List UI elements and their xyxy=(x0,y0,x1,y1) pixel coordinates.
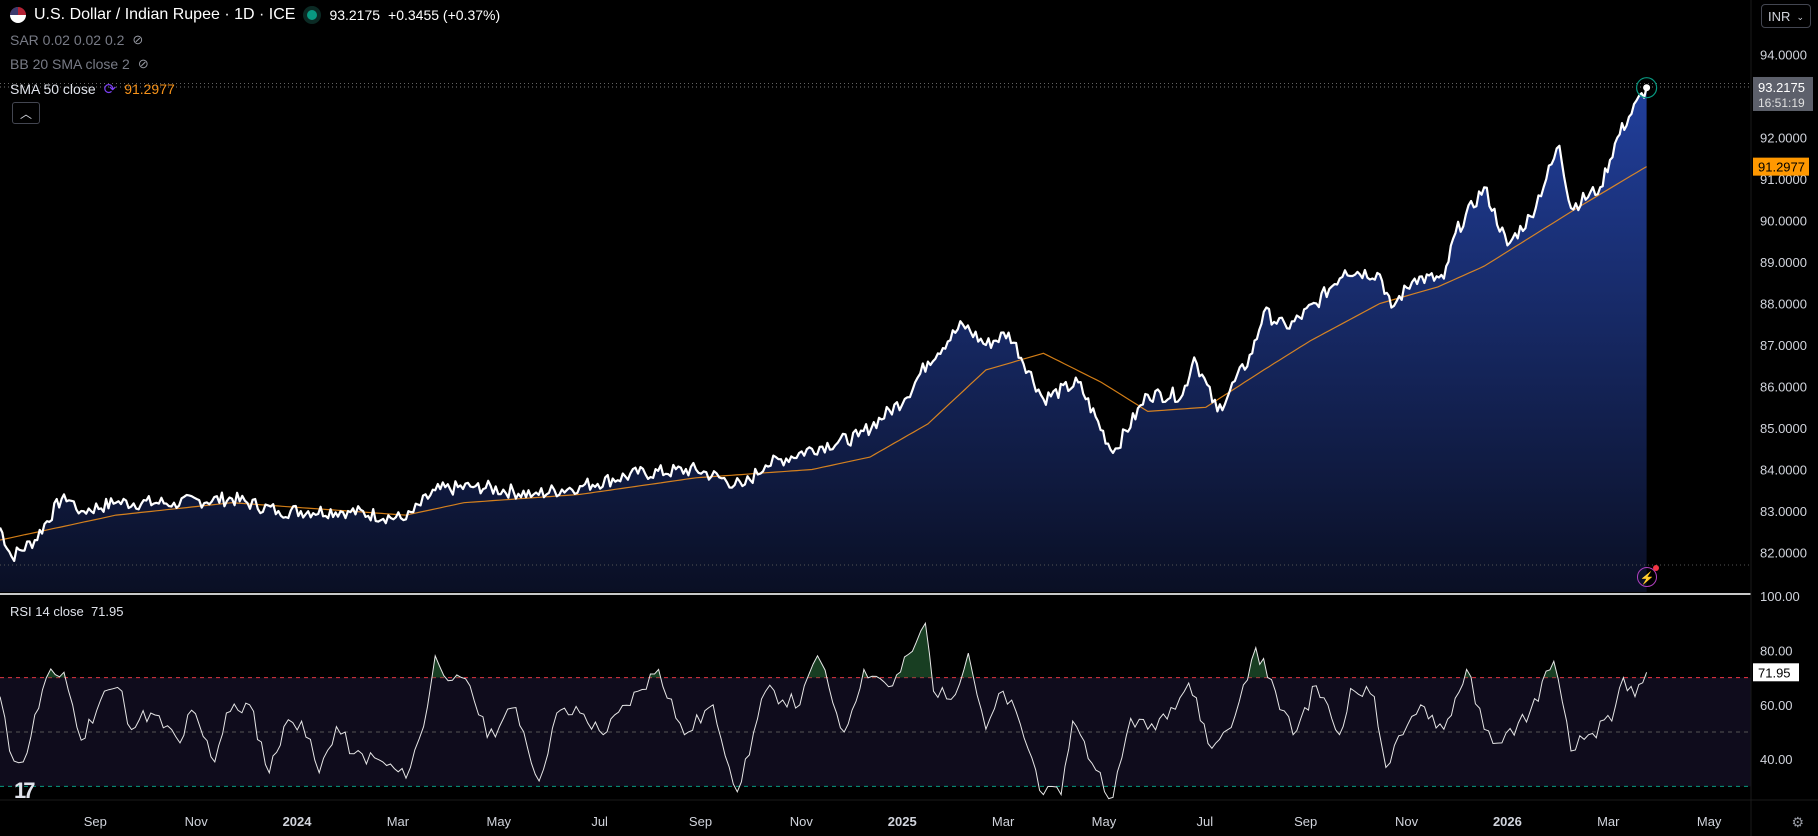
time-axis-label: Mar xyxy=(387,814,410,829)
tradingview-logo[interactable]: 17 xyxy=(14,778,36,803)
symbol-legend[interactable]: U.S. Dollar / Indian Rupee · 1D · ICE 93… xyxy=(10,6,500,24)
price-axis-label: 91.0000 xyxy=(1760,172,1807,187)
chevron-up-icon: ︿ xyxy=(19,107,32,121)
price-axis-label: 82.0000 xyxy=(1760,546,1807,561)
rsi-line xyxy=(0,621,1648,800)
price-axis-label: 84.0000 xyxy=(1760,463,1807,478)
indicator-value: 91.2977 xyxy=(124,81,175,97)
currency-value: INR xyxy=(1768,9,1791,24)
indicator-sar[interactable]: SAR 0.02 0.02 0.2 ⊘ xyxy=(10,32,143,48)
bar-countdown: 16:51:19 xyxy=(1758,96,1805,110)
rsi-axis-label: 60.00 xyxy=(1760,698,1793,713)
currency-select[interactable]: INR ⌄ xyxy=(1761,4,1811,28)
eye-off-icon[interactable]: ⊘ xyxy=(137,56,149,71)
last-price-pulse xyxy=(1636,77,1658,99)
price-axis-label: 88.0000 xyxy=(1760,297,1807,312)
time-axis-label: May xyxy=(1092,814,1117,829)
symbol-title[interactable]: U.S. Dollar / Indian Rupee · 1D · ICE xyxy=(34,6,296,23)
time-axis-label: 2024 xyxy=(283,814,313,829)
price-axis-label: 86.0000 xyxy=(1760,380,1807,395)
price-axis-label: 85.0000 xyxy=(1760,421,1807,436)
lightning-icon[interactable]: ⚡ xyxy=(1637,565,1659,587)
price-change: +0.3455 (+0.37%) xyxy=(388,7,501,23)
time-axis-label: Jul xyxy=(591,814,608,829)
chevron-down-icon: ⌄ xyxy=(1796,12,1804,22)
time-axis-label: Nov xyxy=(790,814,814,829)
sma-price-badge xyxy=(1753,157,1809,176)
collapse-legend-button[interactable]: ︿ xyxy=(12,102,40,124)
price-axis-label: 87.0000 xyxy=(1760,338,1807,353)
last-price-dot xyxy=(1643,84,1651,92)
usd-flag-icon xyxy=(10,7,26,23)
time-axis-label: May xyxy=(486,814,511,829)
time-axis-label: Sep xyxy=(1294,814,1317,829)
refresh-icon[interactable]: ⟳ xyxy=(103,81,117,98)
sma-price-label: 91.2977 xyxy=(1758,160,1805,175)
rsi-axis-label: 80.00 xyxy=(1760,643,1793,658)
time-axis-label: Nov xyxy=(1395,814,1419,829)
indicator-label: SAR 0.02 0.02 0.2 xyxy=(10,32,125,48)
rsi-axis-label: 40.00 xyxy=(1760,752,1793,767)
rsi-value-badge xyxy=(1753,663,1799,682)
time-axis-label: May xyxy=(1697,814,1722,829)
price-axis-label: 90.0000 xyxy=(1760,214,1807,229)
price-axis-label: 89.0000 xyxy=(1760,255,1807,270)
rsi-legend[interactable]: RSI 14 close 71.95 xyxy=(10,604,123,619)
price-area xyxy=(0,87,1647,592)
price-axis-bg xyxy=(1751,0,1818,836)
market-status-icon[interactable] xyxy=(307,10,318,20)
price-line xyxy=(0,87,1648,562)
rsi-label: RSI 14 close xyxy=(10,604,84,619)
current-price-label: 93.2175 xyxy=(1758,80,1805,95)
indicator-label: SMA 50 close xyxy=(10,81,96,97)
price-pane xyxy=(0,77,1751,592)
indicator-sma[interactable]: SMA 50 close ⟳ 91.2977 xyxy=(10,80,175,98)
time-axis-label: Sep xyxy=(84,814,107,829)
current-price-badge xyxy=(1753,76,1813,111)
indicator-bb[interactable]: BB 20 SMA close 2 ⊘ xyxy=(10,56,149,72)
rsi-pane xyxy=(0,593,1818,800)
eye-off-icon[interactable]: ⊘ xyxy=(132,32,144,47)
settings-icon[interactable]: ⚙ xyxy=(1791,814,1804,830)
rsi-axis-label: 100.00 xyxy=(1760,589,1800,604)
time-axis-label: Jul xyxy=(1197,814,1214,829)
time-axis-label: Mar xyxy=(992,814,1015,829)
rsi-value: 71.95 xyxy=(90,604,124,619)
last-price: 93.2175 xyxy=(329,7,381,23)
time-axis-label: Sep xyxy=(689,814,712,829)
indicator-label: BB 20 SMA close 2 xyxy=(10,56,130,72)
time-axis-label: Mar xyxy=(1597,814,1620,829)
rsi-value-label: 71.95 xyxy=(1758,665,1791,680)
time-axis-label: Nov xyxy=(185,814,209,829)
time-axis-label: 2025 xyxy=(888,814,917,829)
price-axis-label: 83.0000 xyxy=(1760,504,1807,519)
time-axis-label: 2026 xyxy=(1493,814,1522,829)
price-axis-label: 92.0000 xyxy=(1760,131,1807,146)
price-axis-label: 94.0000 xyxy=(1760,48,1807,63)
